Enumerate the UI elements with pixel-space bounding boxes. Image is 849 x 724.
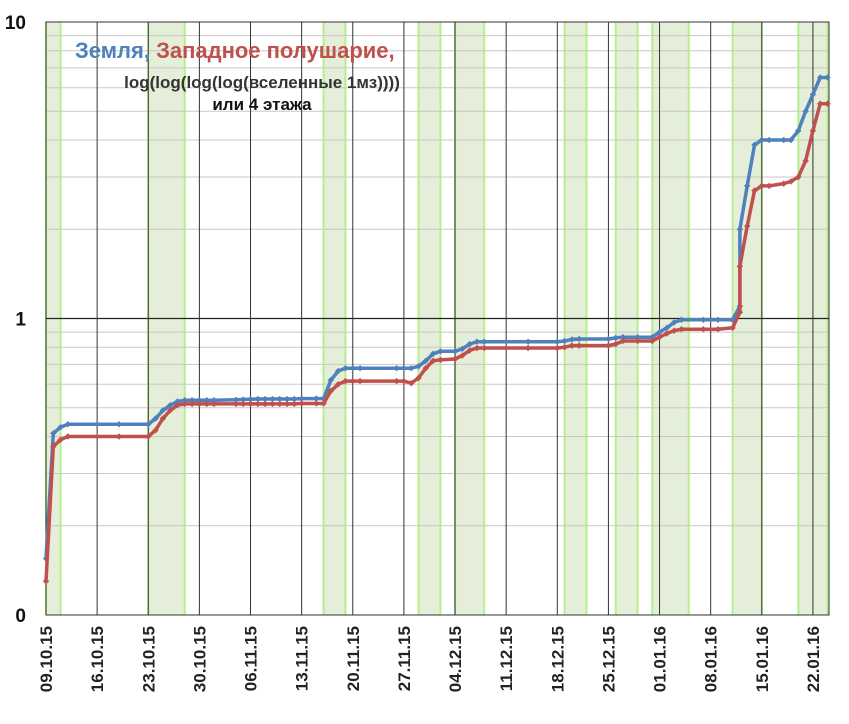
x-tick-label-15: 22.01.16 [804, 626, 823, 692]
x-tick-label-13: 08.01.16 [702, 626, 721, 692]
x-tick-label-11: 25.12.15 [599, 626, 618, 692]
title-part-0: Земля [75, 38, 144, 63]
title-line-3: или 4 этажа [212, 95, 312, 114]
x-tick-label-4: 06.11.15 [242, 626, 261, 691]
title-part-1: , [144, 38, 156, 63]
x-tick-label-14: 15.01.16 [753, 626, 772, 692]
title-line-1: Земля, Западное полушарие, [75, 38, 395, 63]
y-tick-label-2: 10 [5, 13, 26, 34]
x-tick-label-12: 01.01.16 [651, 626, 670, 692]
y-tick-label-1: 1 [15, 310, 26, 331]
x-tick-label-3: 30.10.15 [190, 626, 209, 692]
title-line-2: log(log(log(log(вселенные 1мз)))) [124, 73, 400, 92]
x-tick-label-9: 11.12.15 [497, 626, 516, 691]
x-tick-label-2: 23.10.15 [139, 626, 158, 692]
x-tick-label-0: 09.10.15 [37, 626, 56, 692]
x-tick-label-10: 18.12.15 [548, 626, 567, 692]
x-tick-label-1: 16.10.15 [88, 626, 107, 692]
y-tick-label-0: 0 [15, 606, 26, 627]
x-tick-label-5: 13.11.15 [293, 626, 312, 691]
x-tick-label-6: 20.11.15 [344, 626, 363, 691]
x-tick-label-8: 04.12.15 [446, 626, 465, 692]
x-tick-label-7: 27.11.15 [395, 626, 414, 691]
title-part-2: Западное полушарие, [156, 38, 395, 63]
